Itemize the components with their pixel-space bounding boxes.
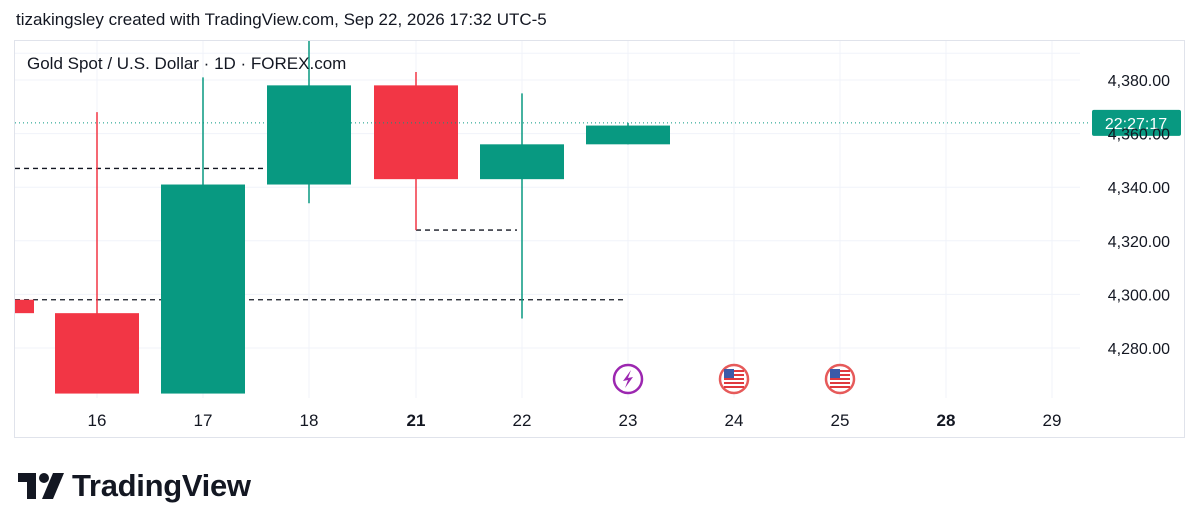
candle-18 [267, 41, 351, 204]
tradingview-logo[interactable]: TradingView [18, 466, 251, 506]
reference-lines [15, 167, 624, 301]
date-tick-label: 17 [194, 411, 213, 430]
candle-22 [480, 93, 564, 319]
date-tick-label: 18 [300, 411, 319, 430]
flag-stripe [724, 382, 744, 384]
date-tick-label: 21 [407, 411, 426, 430]
flag-stripe [724, 378, 744, 380]
date-tick-label: 29 [1043, 411, 1062, 430]
candle-16 [55, 112, 139, 394]
candle-21 [374, 71, 458, 231]
price-tick-label: 4,320.00 [1108, 234, 1170, 251]
price-tick-label: 4,360.00 [1108, 127, 1170, 144]
candles [15, 41, 670, 394]
flag-stripe [830, 378, 850, 380]
candle-body [15, 299, 34, 314]
current-price-line: 22:27:17 [15, 109, 1181, 136]
date-tick-label: 23 [619, 411, 638, 430]
price-tick-label: 4,280.00 [1108, 341, 1170, 358]
flag-stripe [830, 386, 850, 388]
price-axis: 4,280.00 4,300.00 4,320.00 4,340.00 4,360.00… [1108, 73, 1170, 358]
flag-canton [830, 369, 840, 378]
date-tick-label: 28 [937, 411, 956, 430]
candle-body [374, 85, 458, 180]
date-tick-label: 25 [831, 411, 850, 430]
candle-body [161, 184, 245, 394]
price-label-text: 22:27:17 [1105, 116, 1167, 133]
date-tick-label: 22 [513, 411, 532, 430]
candle-body [480, 144, 564, 180]
tradingview-logo-icon [18, 473, 64, 499]
date-tick-label: 16 [88, 411, 107, 430]
symbol-title: Gold Spot / U.S. Dollar · 1D · FOREX.com [27, 54, 347, 73]
candle-body [586, 125, 670, 145]
us-flag-icon [718, 363, 750, 395]
chart-frame[interactable] [14, 40, 1185, 438]
flag-canton [724, 369, 734, 378]
candle-body [55, 313, 139, 394]
date-tick-label: 24 [725, 411, 744, 430]
lightning-shape [623, 370, 633, 388]
brand-name: TradingView [72, 468, 251, 503]
flag-stripe [724, 386, 744, 388]
dividends-icon [612, 363, 644, 395]
time-axis: 16 17 18 21 22 23 24 25 28 29 [88, 411, 1062, 430]
candle-15 [15, 299, 34, 314]
us-flag-icon [824, 363, 856, 395]
event-markers [612, 363, 856, 395]
candle-body [267, 85, 351, 185]
price-label-badge [1092, 109, 1181, 136]
price-tick-label: 4,380.00 [1108, 73, 1170, 90]
chart-caption: tizakingsley created with TradingView.co… [16, 10, 547, 29]
candle-23 [586, 122, 670, 145]
price-tick-label: 4,340.00 [1108, 180, 1170, 197]
flag-stripe [830, 382, 850, 384]
candle-17 [161, 77, 245, 394]
price-tick-label: 4,300.00 [1108, 287, 1170, 304]
